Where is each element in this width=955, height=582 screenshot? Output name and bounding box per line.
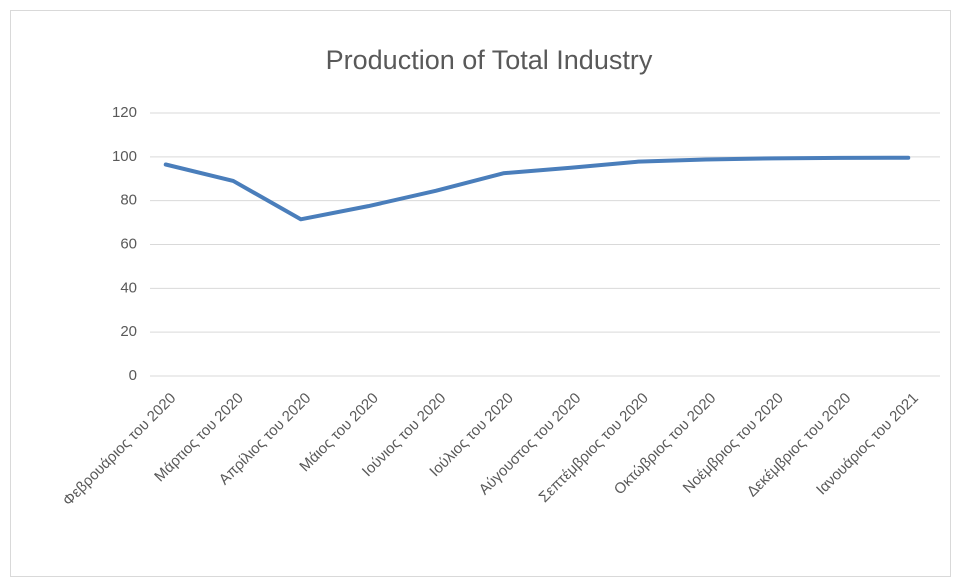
y-tick-label: 20 <box>120 323 137 340</box>
data-line <box>163 155 911 222</box>
y-tick-label: 120 <box>112 104 137 121</box>
y-tick-label: 100 <box>112 148 137 165</box>
chart-border <box>10 10 951 577</box>
y-tick-label: 80 <box>120 192 137 209</box>
y-tick-label: 40 <box>120 279 137 296</box>
y-tick-label: 0 <box>129 367 137 384</box>
chart-title: Production of Total Industry <box>326 45 653 75</box>
y-tick-label: 60 <box>120 235 137 252</box>
